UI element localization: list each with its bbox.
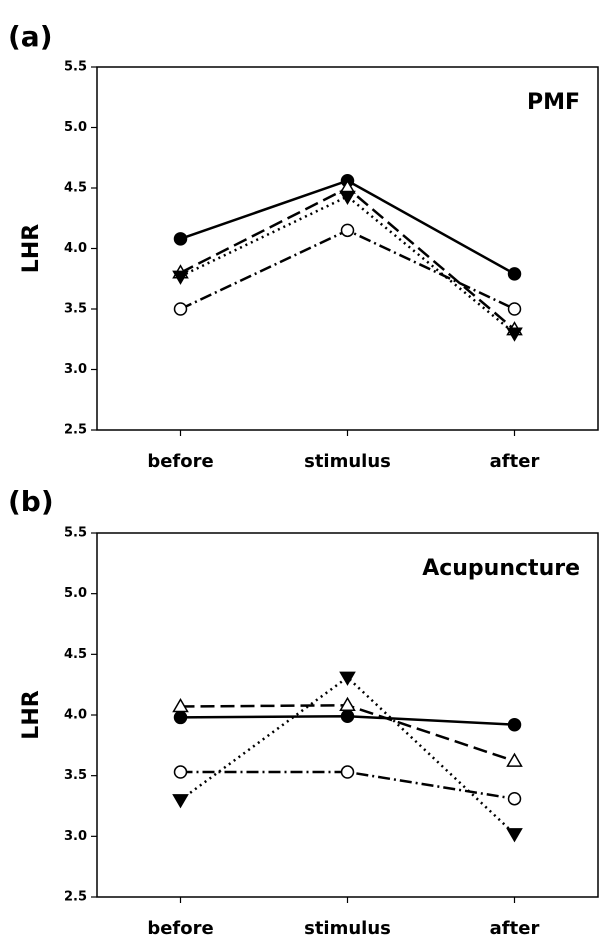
marker xyxy=(506,828,523,843)
marker xyxy=(172,794,189,809)
series-line xyxy=(179,194,516,335)
x-tick-label: stimulus xyxy=(304,918,391,939)
marker xyxy=(339,671,356,686)
marker xyxy=(507,267,522,281)
marker xyxy=(507,791,522,806)
marker xyxy=(340,765,355,779)
series-line xyxy=(180,770,515,800)
x-tick-label: before xyxy=(147,451,213,472)
y-tick-label: 4.5 xyxy=(64,647,87,662)
marker xyxy=(172,270,189,285)
marker xyxy=(339,190,356,205)
x-tick-label: after xyxy=(490,451,540,472)
y-tick-label: 5.5 xyxy=(64,60,87,75)
x-tick-label: after xyxy=(490,918,540,939)
y-tick-label: 4.5 xyxy=(64,181,87,196)
x-tick-label: stimulus xyxy=(304,451,391,472)
y-tick-label: 5.0 xyxy=(64,120,87,135)
series-line xyxy=(179,228,516,311)
y-tick-label: 3.5 xyxy=(64,302,87,317)
y-tick-label: 4.0 xyxy=(64,241,87,256)
marker xyxy=(506,327,523,342)
chart-panel: (b) Acupuncture LHR 2.5 3.0 3.5 4.0 4.5 5.0 5.5 be… xyxy=(8,485,599,939)
marker xyxy=(173,765,188,779)
marker xyxy=(340,709,355,723)
series-line xyxy=(179,186,516,331)
plot-frame xyxy=(96,66,599,431)
marker xyxy=(339,696,356,712)
y-tick-label: 5.5 xyxy=(64,526,87,541)
marker xyxy=(173,710,188,725)
chart-panel: (a) PMF LHR 2.5 3.0 3.5 4.0 4.5 5.0 5.5 before stim… xyxy=(8,20,599,472)
marker xyxy=(507,717,522,732)
y-tick-label: 3.0 xyxy=(64,829,87,844)
y-tick-label: 2.5 xyxy=(64,423,87,438)
y-tick-label: 5.0 xyxy=(64,586,87,601)
marker xyxy=(173,232,188,246)
y-tick-label: 2.5 xyxy=(64,890,87,905)
panel-label: (a) xyxy=(8,20,53,53)
annotation: Acupuncture xyxy=(422,556,580,581)
x-tick-label: before xyxy=(147,918,213,939)
y-tick-label: 4.0 xyxy=(64,708,87,723)
marker xyxy=(340,223,355,238)
y-axis-label: LHR xyxy=(19,224,44,273)
marker xyxy=(507,302,522,316)
marker xyxy=(172,698,189,713)
marker xyxy=(506,752,523,767)
y-tick-label: 3.5 xyxy=(64,768,87,783)
y-tick-label: 3.0 xyxy=(64,362,87,377)
y-axis-label: LHR xyxy=(19,690,44,739)
panel-label: (b) xyxy=(8,485,54,518)
marker xyxy=(173,302,188,316)
annotation: PMF xyxy=(527,90,580,115)
